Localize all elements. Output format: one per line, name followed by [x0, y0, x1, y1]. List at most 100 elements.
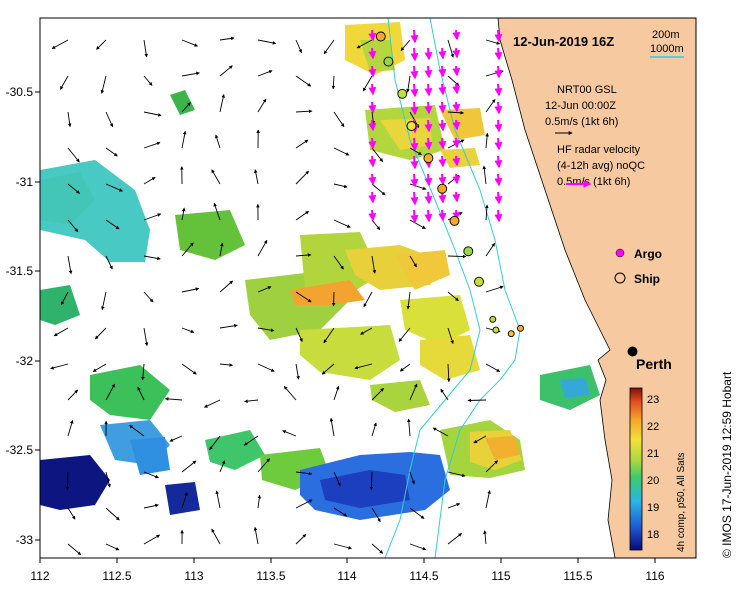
colorbar-label: 4h comp, p50, All Sats	[676, 452, 687, 552]
nrt-arrow	[203, 399, 221, 408]
hf-arrow	[410, 101, 419, 116]
nrt-arrow	[485, 132, 489, 149]
nrt-arrow	[333, 385, 340, 401]
nrt-arrow	[143, 75, 153, 86]
nrt-arrow	[181, 242, 194, 257]
nrt-arrow	[215, 134, 221, 149]
nrt-arrow	[143, 177, 156, 185]
hf-arrow	[438, 155, 447, 168]
nrt-arrow	[409, 507, 425, 519]
nrt-arrow	[333, 111, 345, 128]
nrt-arrow	[371, 507, 381, 523]
nrt-arrow	[141, 363, 145, 381]
nrt-arrow	[67, 147, 80, 163]
hf-legend-line2: (4-12h avg) noQC	[557, 160, 645, 172]
hf-arrow	[424, 119, 433, 133]
nrt-arrow	[257, 70, 273, 77]
nrt-arrow	[371, 147, 383, 162]
nrt-arrow	[295, 533, 307, 545]
hf-arrow	[438, 137, 447, 150]
nrt-arrow	[467, 398, 487, 403]
nrt-arrow	[101, 291, 107, 311]
ship-label: Ship	[634, 272, 660, 286]
nrt-arrow	[295, 363, 300, 380]
nrt-arrow	[331, 75, 336, 90]
ship-station	[489, 315, 497, 323]
hf-legend: HF radar velocity (4-12h avg) noQC 0.5m/…	[557, 144, 645, 188]
nrt-arrow	[181, 39, 199, 47]
y-tick-label: -31.5	[6, 264, 34, 278]
nrt-arrow	[181, 71, 200, 77]
hf-arrow	[368, 173, 377, 186]
ship-station	[507, 330, 515, 338]
nrt-arrow	[447, 75, 460, 87]
nrt-arrow	[406, 75, 411, 93]
nrt-arrow	[209, 435, 221, 451]
x-tick-label: 113	[184, 569, 203, 583]
city-dot	[627, 346, 638, 357]
hf-arrow	[410, 155, 419, 170]
nrt-arrow	[181, 102, 191, 113]
nrt-arrow	[485, 490, 491, 509]
x-tick-label: 113.5	[256, 569, 285, 583]
nrt-arrow	[447, 471, 466, 478]
perth-marker: Perth	[627, 346, 672, 372]
nrt-arrow	[211, 528, 221, 545]
x-tick-label: 114	[337, 569, 356, 583]
hf-arrow	[452, 29, 461, 41]
symbol-legend: Argo Ship	[614, 247, 662, 286]
nrt-arrow	[331, 291, 336, 307]
nrt-arrow	[329, 417, 335, 437]
nrt-arrow	[399, 363, 411, 372]
nrt-arrow	[257, 239, 268, 257]
nrt-arrow	[51, 39, 69, 49]
nrt-arrow	[143, 471, 159, 479]
nrt-arrow	[295, 39, 302, 54]
nrt-arrow	[371, 543, 384, 554]
hf-arrow	[452, 191, 461, 203]
hf-arrow	[494, 155, 503, 169]
nrt-arrow	[105, 383, 115, 401]
nrt-arrow	[333, 507, 348, 517]
nrt-legend-line2: 12-Jun 00:00Z	[545, 100, 616, 112]
nrt-arrow	[257, 327, 275, 332]
hf-arrow	[424, 137, 433, 151]
nrt-arrow	[164, 397, 183, 401]
hf-arrow	[410, 137, 419, 152]
nrt-legend-line3: 0.5m/s (1kt 6h)	[545, 116, 618, 128]
nrt-arrow	[321, 363, 335, 375]
x-axis: 112 112.5 113 113.5 114 114.5 115 115.5 …	[30, 558, 665, 583]
nrt-arrow	[257, 458, 270, 473]
hf-arrow	[494, 47, 503, 61]
hf-arrow	[452, 83, 461, 95]
hf-arrow	[452, 101, 461, 113]
x-tick-label: 116	[645, 569, 664, 583]
nrt-arrow	[219, 242, 224, 257]
hf-legend-line1: HF radar velocity	[557, 144, 641, 156]
hf-arrow	[410, 65, 419, 80]
x-tick-label: 112	[30, 569, 49, 583]
hf-arrow	[438, 101, 447, 114]
hf-arrow	[368, 209, 377, 222]
argo-label: Argo	[634, 247, 662, 261]
nrt-arrow	[409, 383, 418, 401]
y-tick-label: -32	[16, 354, 34, 368]
ship-station	[517, 324, 524, 332]
nrt-arrow	[94, 327, 107, 340]
nrt-arrow	[143, 213, 162, 221]
hf-arrow	[424, 191, 433, 205]
nrt-arrow	[360, 327, 373, 335]
hf-arrow	[424, 101, 433, 115]
hf-arrow	[368, 29, 377, 42]
depth-legend-200m: 200m	[652, 29, 680, 41]
nrt-arrow	[257, 39, 277, 45]
hf-arrow	[424, 83, 433, 97]
nrt-arrow	[60, 75, 69, 90]
nrt-arrow	[371, 387, 385, 401]
hf-arrow	[438, 119, 447, 132]
hf-arrow	[368, 47, 377, 60]
nrt-arrow	[295, 471, 313, 476]
colorbar-tick: 18	[647, 529, 659, 541]
nrt-arrow	[211, 169, 221, 185]
